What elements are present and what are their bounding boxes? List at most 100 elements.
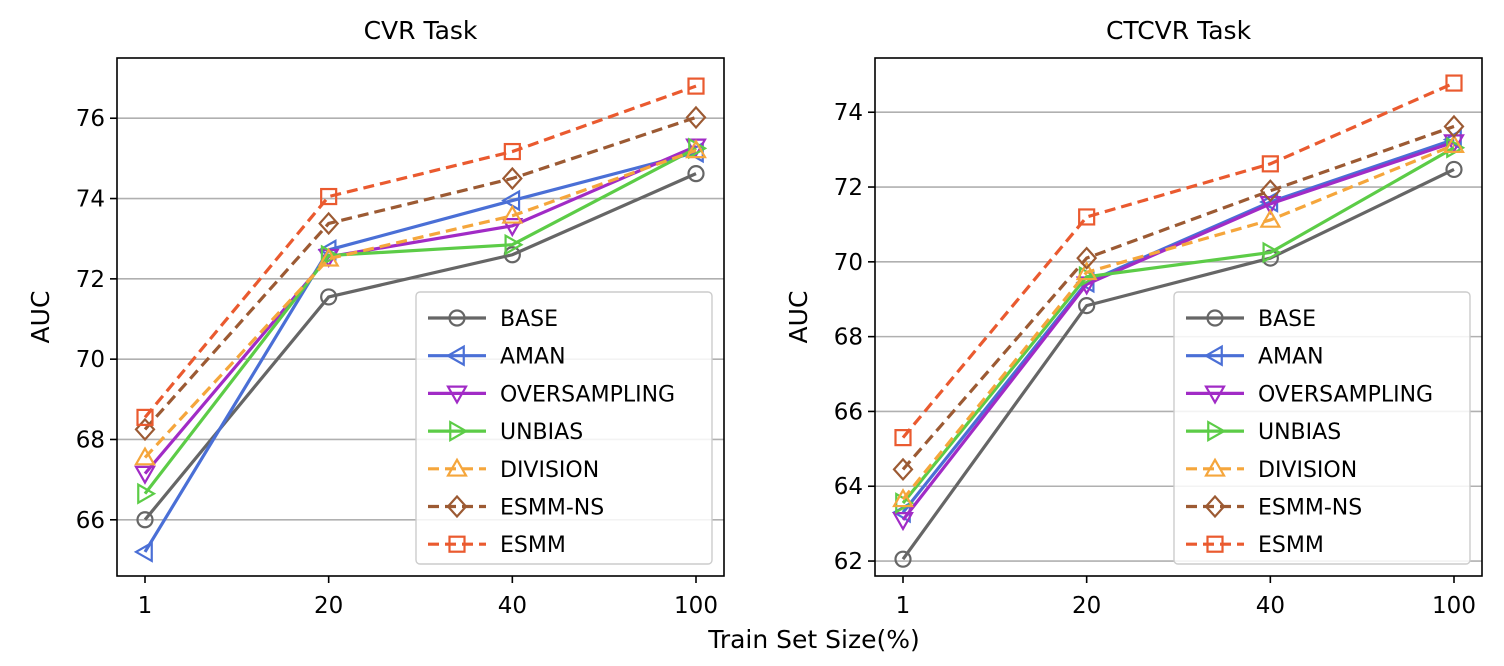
data-point-division bbox=[1259, 208, 1282, 228]
data-point-oversampling bbox=[501, 217, 524, 238]
legend-label-esmm-ns: ESMM-NS bbox=[500, 496, 604, 521]
data-point-esmm bbox=[320, 187, 338, 206]
legend-marker-esmm bbox=[448, 535, 466, 553]
legend-marker-oversampling bbox=[1204, 385, 1226, 405]
legend-marker-unbias bbox=[449, 420, 469, 442]
series-base bbox=[894, 160, 1463, 568]
plot-frame bbox=[874, 57, 1483, 577]
y-tick-label: 64 bbox=[834, 474, 863, 500]
data-point-base bbox=[1078, 296, 1096, 315]
legend-label-division: DIVISION bbox=[500, 458, 599, 483]
series-esmm bbox=[136, 77, 705, 426]
series-line-division bbox=[901, 143, 1455, 501]
data-point-unbias bbox=[504, 233, 524, 256]
series-line-division bbox=[143, 148, 697, 459]
figure-xlabel: Train Set Size(%) bbox=[707, 625, 920, 654]
data-point-esmm-ns bbox=[1443, 114, 1465, 139]
data-point-unbias bbox=[1262, 241, 1282, 264]
legend-marker-division bbox=[446, 457, 468, 477]
legend-marker-esmm bbox=[1206, 535, 1224, 553]
chart-title: CTCVR Task bbox=[1106, 16, 1252, 45]
data-point-esmm-ns bbox=[1259, 179, 1281, 203]
legend-label-esmm: ESMM bbox=[500, 533, 566, 558]
data-point-unbias bbox=[137, 482, 157, 505]
series-line-oversampling bbox=[901, 140, 1455, 521]
legend-marker-unbias bbox=[1207, 420, 1227, 442]
series-line-base bbox=[143, 172, 697, 521]
series-line-esmm-ns bbox=[901, 124, 1455, 471]
legend-label-division: DIVISION bbox=[1258, 458, 1357, 483]
legend-marker-aman bbox=[445, 344, 465, 367]
series-line-unbias bbox=[901, 146, 1455, 505]
x-tick-label: 1 bbox=[896, 593, 911, 619]
y-tick-label: 66 bbox=[76, 508, 105, 534]
data-point-division bbox=[1443, 133, 1465, 153]
legend-label-base: BASE bbox=[500, 307, 558, 332]
data-point-base bbox=[687, 165, 705, 183]
y-tick-label: 68 bbox=[834, 325, 863, 351]
y-tick-label: 76 bbox=[76, 106, 105, 132]
x-tick-label: 40 bbox=[498, 593, 527, 619]
data-point-esmm bbox=[503, 142, 521, 161]
x-tick-label: 100 bbox=[674, 593, 718, 619]
data-point-oversampling bbox=[134, 465, 156, 485]
legend-marker-esmm-ns bbox=[1204, 494, 1226, 519]
x-tick-label: 100 bbox=[1432, 593, 1476, 619]
series-line-oversampling bbox=[143, 144, 697, 475]
legend-box bbox=[1173, 291, 1471, 565]
data-point-esmm-ns bbox=[318, 211, 340, 236]
x-tick-label: 20 bbox=[314, 593, 343, 619]
legend: BASE AMAN OVERSAMPLING UNBIAS DIVISION ESMM-N… bbox=[1173, 291, 1471, 565]
y-tick-label: 72 bbox=[76, 267, 105, 293]
data-point-division bbox=[892, 488, 914, 508]
data-point-division bbox=[317, 247, 340, 267]
data-point-base bbox=[320, 288, 338, 306]
data-point-aman bbox=[501, 189, 521, 212]
chart-panel-ctcvr: 62 64 66 68 70 72 74 1 20 40 100 CTCVR Task AUC BASE A… bbox=[784, 16, 1483, 619]
series-esmm bbox=[894, 74, 1463, 447]
legend-label-unbias: UNBIAS bbox=[1258, 420, 1341, 445]
data-point-esmm-ns bbox=[892, 457, 914, 482]
data-point-esmm bbox=[136, 408, 154, 426]
legend-label-unbias: UNBIAS bbox=[500, 420, 583, 445]
legend-box bbox=[415, 291, 713, 565]
legend-marker-esmm-ns bbox=[446, 494, 468, 519]
data-point-esmm bbox=[1261, 155, 1279, 173]
legend-label-oversampling: OVERSAMPLING bbox=[1258, 382, 1433, 407]
y-axis-label: AUC bbox=[784, 291, 813, 344]
legend-marker-base bbox=[1206, 309, 1224, 327]
chart-panel-cvr: 66 68 70 72 74 76 1 20 40 100 CVR Task AUC BASE AMAN O… bbox=[26, 16, 725, 619]
legend-marker-base bbox=[448, 309, 466, 327]
data-point-base bbox=[1445, 160, 1463, 179]
x-tick-label: 20 bbox=[1072, 593, 1101, 619]
y-tick-label: 62 bbox=[834, 549, 863, 575]
data-point-esmm bbox=[1445, 74, 1463, 92]
series-line-esmm bbox=[143, 84, 697, 419]
x-tick-label: 1 bbox=[138, 593, 153, 619]
series-line-esmm bbox=[901, 81, 1455, 439]
y-axis-label: AUC bbox=[26, 291, 55, 344]
data-point-esmm-ns bbox=[134, 417, 156, 442]
data-point-esmm bbox=[687, 77, 705, 95]
y-tick-label: 70 bbox=[834, 250, 863, 276]
data-point-esmm-ns bbox=[501, 166, 523, 191]
legend-label-esmm-ns: ESMM-NS bbox=[1258, 496, 1362, 521]
data-point-division bbox=[134, 446, 156, 466]
series-esmm-ns bbox=[892, 114, 1465, 482]
series-division bbox=[892, 133, 1465, 508]
legend-label-aman: AMAN bbox=[1258, 345, 1324, 370]
chart-title: CVR Task bbox=[364, 16, 478, 45]
legend-marker-oversampling bbox=[446, 385, 468, 405]
legend: BASE AMAN OVERSAMPLING UNBIAS DIVISION ESMM-N… bbox=[415, 291, 713, 565]
y-tick-label: 66 bbox=[834, 399, 863, 425]
data-point-division bbox=[1075, 261, 1098, 281]
legend-label-esmm: ESMM bbox=[1258, 533, 1324, 558]
series-line-unbias bbox=[143, 146, 697, 495]
series-line-base bbox=[901, 168, 1455, 561]
y-tick-label: 72 bbox=[834, 175, 863, 201]
data-point-esmm-ns bbox=[685, 105, 707, 130]
y-tick-label: 70 bbox=[76, 347, 105, 373]
series-esmm-ns bbox=[134, 105, 707, 442]
legend-label-base: BASE bbox=[1258, 307, 1316, 332]
